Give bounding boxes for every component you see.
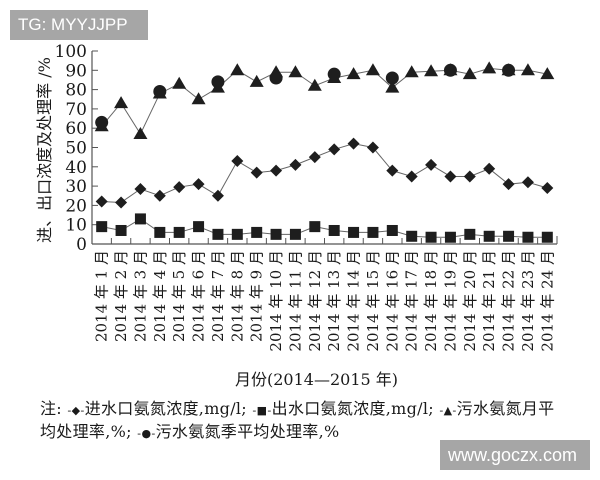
x-tick-label: 2014 年 24 月 bbox=[538, 250, 556, 352]
x-tick-label: 2014 年 20 月 bbox=[461, 250, 479, 352]
x-tick-label: 2014 年 6 月 bbox=[190, 250, 208, 342]
watermark-bottom: www.goczx.com bbox=[440, 440, 590, 470]
y-tick-label: 90 bbox=[65, 61, 87, 81]
y-tick-label: 50 bbox=[65, 139, 87, 159]
x-tick-label: 2014 年 17 月 bbox=[403, 250, 421, 352]
x-tick-label: 2014 年 22 月 bbox=[500, 250, 518, 352]
x-tick-label: 2014 年 15 月 bbox=[364, 250, 382, 352]
y-tick-label: 0 bbox=[76, 235, 87, 255]
legend-prefix: 注: bbox=[40, 399, 62, 418]
y-tick-label: 30 bbox=[65, 177, 87, 197]
y-tick-label: 100 bbox=[55, 42, 87, 62]
x-tick-label: 2014 年 21 月 bbox=[480, 250, 498, 352]
x-tick-label: 2014 年 1 月 bbox=[93, 250, 111, 342]
x-tick-label: 2014 年 5 月 bbox=[170, 250, 188, 342]
series-circle bbox=[95, 63, 516, 129]
y-tick-label: 10 bbox=[65, 216, 87, 236]
series-square bbox=[96, 213, 553, 243]
y-tick-label: 20 bbox=[65, 196, 87, 216]
x-tick-label: 2014 年 12 月 bbox=[306, 250, 324, 352]
x-tick-label: 2014 年 18 月 bbox=[422, 250, 440, 352]
x-tick-label: 2014 年 16 月 bbox=[383, 250, 401, 352]
y-tick-label: 60 bbox=[65, 119, 87, 139]
series-triangle bbox=[94, 61, 555, 139]
x-tick-label: 2014 年 4 月 bbox=[151, 250, 169, 342]
diamond-marker-icon: -◆- bbox=[67, 404, 85, 417]
legend-item-inlet: -◆-进水口氨氮浓度,mg/l; bbox=[67, 399, 248, 418]
circle-marker-icon: -●- bbox=[137, 427, 156, 440]
x-tick-label: 2014 年 19 月 bbox=[441, 250, 459, 352]
y-tick-label: 40 bbox=[65, 158, 87, 178]
square-marker-icon: -■- bbox=[252, 404, 272, 417]
legend-item-quarterly-rate: -●-污水氨氮季平均处理率,% bbox=[137, 422, 340, 441]
x-tick-label: 2014 年 3 月 bbox=[131, 250, 149, 342]
x-tick-label: 2014 年 2 月 bbox=[112, 250, 130, 342]
chart-legend: 注: -◆-进水口氨氮浓度,mg/l; -■-出水口氨氮浓度,mg/l; -▲-… bbox=[40, 398, 560, 444]
watermark-top: TG: MYYJJPP bbox=[10, 10, 148, 40]
series-diamond bbox=[95, 137, 554, 209]
x-tick-label: 2014 年 9 月 bbox=[248, 250, 266, 342]
chart-axes bbox=[91, 51, 558, 245]
x-tick-label: 2014 年 23 月 bbox=[519, 250, 537, 352]
y-tick-label: 80 bbox=[65, 81, 87, 101]
x-tick-label: 2014 年 14 月 bbox=[345, 250, 363, 352]
x-tick-label: 2014 年 8 月 bbox=[228, 250, 246, 342]
x-axis-title: 月份(2014—2015 年) bbox=[235, 370, 399, 389]
x-tick-label: 2014 年 10 月 bbox=[267, 250, 285, 352]
x-tick-label: 2014 年 7 月 bbox=[209, 250, 227, 342]
legend-item-outlet: -■-出水口氨氮浓度,mg/l; bbox=[252, 399, 434, 418]
x-axis-labels: 2014 年 1 月 2014 年 2 月 2014 年 3 月 2014 年 4 月… bbox=[93, 250, 557, 352]
legend-item-monthly-rate: -▲-污水氨氮月平均处理率,%; bbox=[40, 399, 555, 441]
y-tick-label: 70 bbox=[65, 100, 87, 120]
chart-series bbox=[94, 61, 555, 243]
x-tick-label: 2014 年 11 月 bbox=[286, 250, 304, 352]
x-tick-label: 2014 年 13 月 bbox=[325, 250, 343, 352]
triangle-marker-icon: -▲- bbox=[439, 404, 457, 417]
y-axis-title: 进、出口浓度及处理率 /% bbox=[35, 57, 54, 243]
